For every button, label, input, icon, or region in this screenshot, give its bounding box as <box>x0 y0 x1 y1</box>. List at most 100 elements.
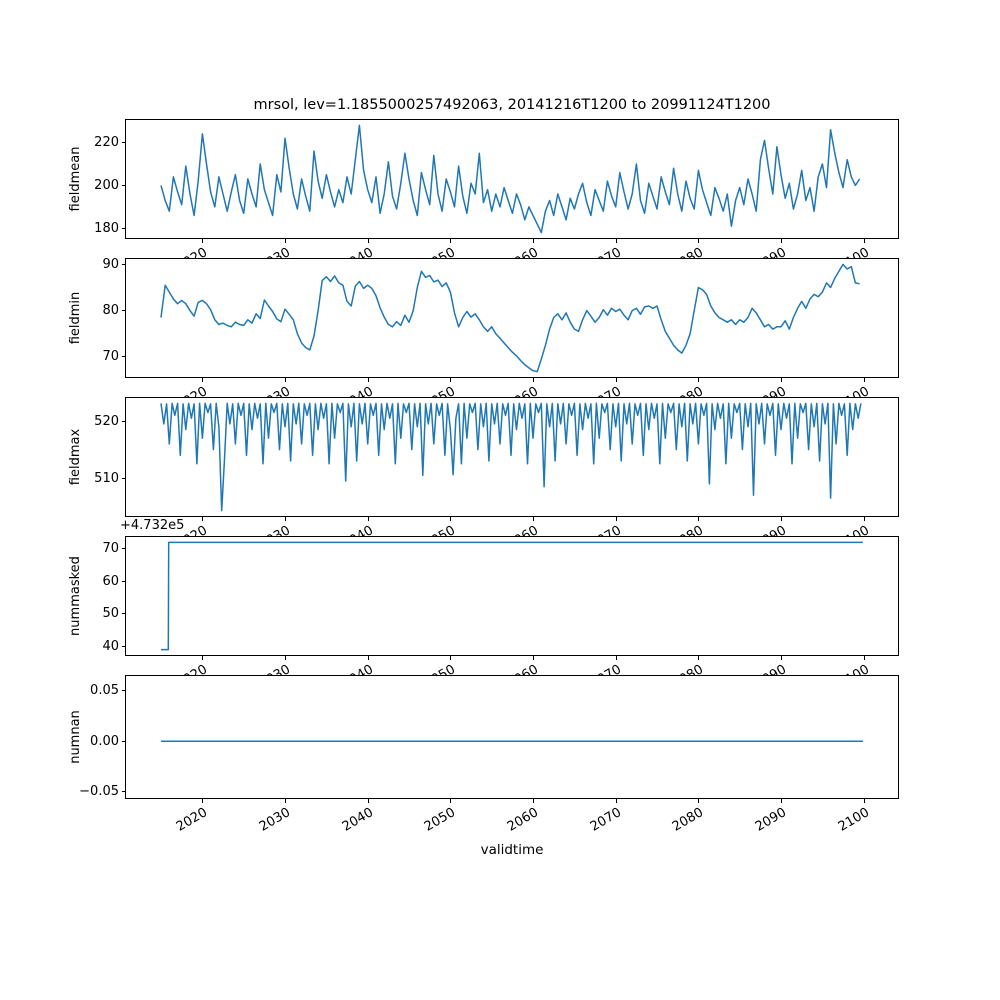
x-tick-label: 2100 <box>835 805 872 835</box>
nummasked-line <box>161 541 863 651</box>
x-tick <box>615 799 617 803</box>
x-tick-label: 2060 <box>504 805 542 835</box>
fieldmax-axis-label: fieldmax <box>68 428 83 486</box>
x-tick <box>615 378 617 382</box>
x-tick <box>450 799 452 803</box>
y-tick-label: 0.05 <box>90 683 119 699</box>
x-tick <box>533 239 535 243</box>
x-tick-label: 2090 <box>752 805 790 835</box>
x-tick <box>285 656 287 660</box>
x-tick <box>367 517 369 521</box>
y-tick <box>122 263 126 265</box>
x-tick <box>533 517 535 521</box>
x-tick <box>285 799 287 803</box>
x-tick <box>367 378 369 382</box>
y-tick-label: 200 <box>94 177 119 193</box>
x-tick <box>698 378 700 382</box>
x-tick <box>698 239 700 243</box>
x-tick <box>698 656 700 660</box>
y-tick <box>122 613 126 615</box>
x-tick <box>781 656 783 660</box>
nummasked-plot-area <box>161 541 863 651</box>
x-tick <box>698 517 700 521</box>
y-tick <box>122 645 126 647</box>
y-tick <box>122 310 126 312</box>
x-tick <box>533 799 535 803</box>
y-offset-text: +4.732e5 <box>120 518 185 533</box>
y-tick <box>122 791 126 793</box>
x-tick <box>781 799 783 803</box>
fieldmin-line <box>160 263 860 373</box>
panel-fieldmin <box>125 258 899 378</box>
panel-fieldmax <box>125 397 899 517</box>
x-tick <box>450 517 452 521</box>
x-tick <box>202 239 204 243</box>
y-tick <box>122 580 126 582</box>
numnan-plot-area <box>161 740 863 742</box>
x-tick <box>202 517 204 521</box>
x-tick <box>863 656 865 660</box>
y-tick <box>122 690 126 692</box>
x-tick <box>450 656 452 660</box>
y-tick-label: 70 <box>102 349 119 365</box>
y-tick-label: 520 <box>94 413 119 429</box>
x-tick <box>533 378 535 382</box>
x-tick <box>533 656 535 660</box>
nummasked-axis-label: nummasked <box>68 556 83 636</box>
x-tick-label: 2040 <box>339 805 376 835</box>
fieldmax-line <box>160 402 862 512</box>
x-tick <box>615 656 617 660</box>
fieldmean-plot-area <box>160 124 861 234</box>
y-tick-label: 60 <box>102 573 119 589</box>
x-tick <box>615 517 617 521</box>
y-tick-label: 40 <box>102 638 119 654</box>
y-tick <box>122 184 126 186</box>
y-tick <box>122 740 126 742</box>
x-tick <box>285 378 287 382</box>
y-tick <box>122 142 126 144</box>
panel-numnan <box>125 675 899 799</box>
y-tick <box>122 227 126 229</box>
x-tick <box>698 799 700 803</box>
chart-title: mrsol, lev=1.1855000257492063, 20141216T… <box>253 97 771 113</box>
x-tick <box>202 378 204 382</box>
fieldmax-plot-area <box>160 402 862 512</box>
x-axis-label: validtime <box>480 842 544 858</box>
x-tick <box>285 517 287 521</box>
y-tick-label: 0.00 <box>90 733 119 749</box>
x-tick <box>615 239 617 243</box>
y-tick-label: 180 <box>94 220 119 236</box>
y-tick-label: 90 <box>102 256 119 272</box>
x-tick <box>202 656 204 660</box>
y-tick-label: 510 <box>94 470 119 486</box>
x-tick <box>781 239 783 243</box>
panel-nummasked <box>125 536 899 656</box>
y-tick-label: −0.05 <box>79 784 119 800</box>
y-tick <box>122 356 126 358</box>
fieldmean-axis-label: fieldmean <box>68 146 83 212</box>
y-tick <box>122 548 126 550</box>
x-tick <box>781 378 783 382</box>
x-tick <box>781 517 783 521</box>
x-tick <box>367 799 369 803</box>
x-tick <box>863 517 865 521</box>
x-tick-label: 2080 <box>670 805 707 835</box>
x-tick-label: 2070 <box>587 805 624 835</box>
x-tick <box>863 799 865 803</box>
numnan-axis-label: numnan <box>68 710 83 764</box>
x-tick <box>863 378 865 382</box>
fieldmean-line <box>160 124 861 234</box>
y-tick-label: 220 <box>94 135 119 151</box>
x-tick-label: 2050 <box>422 805 459 835</box>
y-tick-label: 50 <box>102 606 119 622</box>
x-tick <box>450 239 452 243</box>
x-tick <box>863 239 865 243</box>
x-tick <box>367 239 369 243</box>
y-tick <box>122 420 126 422</box>
x-tick-label: 2030 <box>256 805 294 835</box>
x-tick <box>367 656 369 660</box>
y-tick <box>122 477 126 479</box>
x-tick <box>450 378 452 382</box>
x-tick <box>285 239 287 243</box>
